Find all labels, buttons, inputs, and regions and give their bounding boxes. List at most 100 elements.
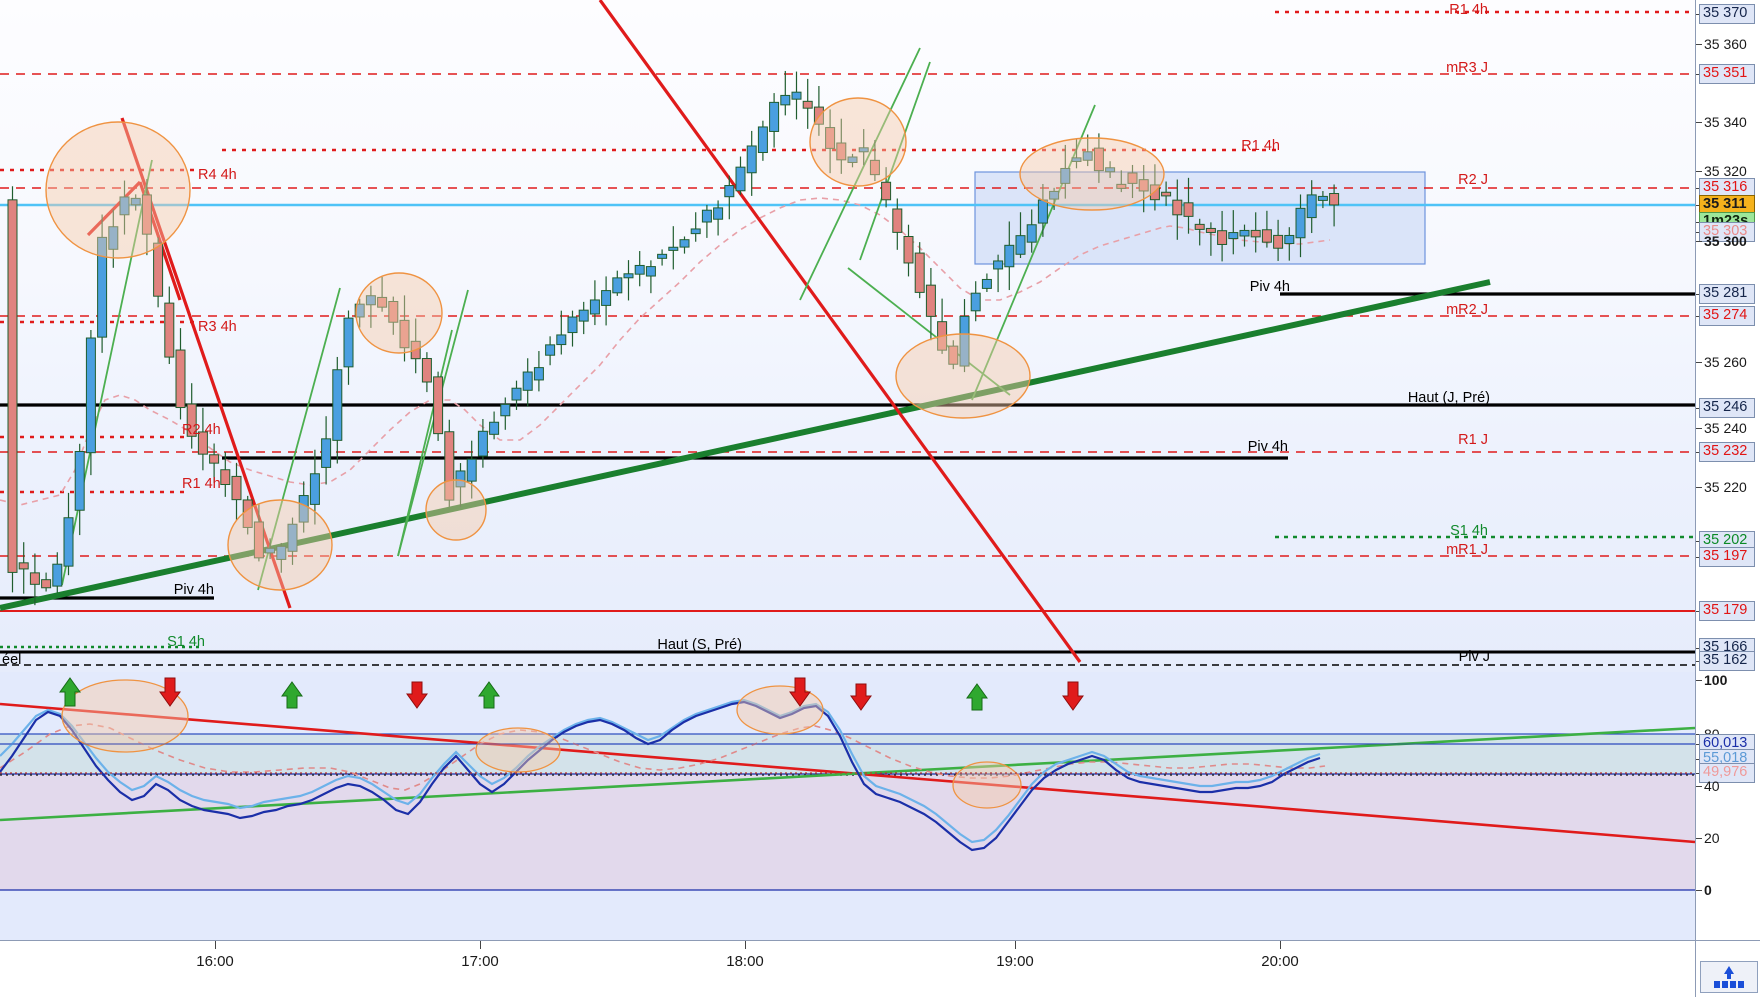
level-line-label[interactable]: Haut (S, Pré) [657,637,742,653]
candlestick [1239,229,1250,237]
candlestick [1049,190,1060,200]
price-axis-label[interactable]: 35 232 [1699,442,1755,462]
arrow-down-icon [1062,681,1084,711]
level-line-label[interactable]: éel [2,652,22,668]
level-line-label[interactable]: R4 4h [198,167,237,183]
price-axis-label[interactable]: 40 [1704,778,1720,794]
price-axis-label[interactable]: 35 303 [1699,222,1755,242]
rsi-indicator-panel[interactable] [0,672,1695,940]
level-line-label[interactable]: R3 4h [198,319,237,335]
candlestick [578,309,589,322]
price-axis-label[interactable]: 35 274 [1699,306,1755,326]
candlestick [1228,232,1239,240]
candlestick [231,475,242,501]
candlestick [164,302,175,358]
candlestick [220,469,231,486]
candlestick [1273,234,1284,249]
price-axis-label[interactable]: 0 [1704,882,1712,898]
axis-tick-mark [1696,680,1702,681]
candlestick [1306,194,1317,219]
time-tick-mark [1015,941,1016,949]
level-line-label[interactable]: S1 4h [1450,523,1488,539]
rsi-trendlines[interactable] [0,702,1695,844]
time-axis[interactable]: 16:00 17:00 18:00 19:00 20:00 [0,940,1695,997]
level-line-label[interactable]: mR1 J [1446,542,1488,558]
price-axis-label[interactable]: 35 300 [1704,233,1747,249]
price-axis-label[interactable]: 35 220 [1704,479,1747,495]
price-axis-label[interactable]: 20 [1704,830,1720,846]
level-line-label[interactable]: Piv 4h [1249,279,1290,295]
price-axis-label[interactable]: 35 360 [1704,36,1747,52]
candlestick [634,264,645,275]
time-axis-label[interactable]: 17:00 [461,953,499,970]
level-line-label[interactable]: R1 4h [1449,2,1488,18]
arrow-up-icon [478,681,500,709]
level-line-label[interactable]: R2 4h [182,422,221,438]
candlestick [1329,193,1340,206]
time-axis-label[interactable]: 18:00 [726,953,764,970]
price-axis-label[interactable]: 49,976 [1699,763,1755,783]
rsi-graphics [0,672,1695,940]
price-axis-label[interactable]: 35 340 [1704,114,1747,130]
candlestick [444,431,455,501]
price-axis-label[interactable]: 100 [1704,672,1728,688]
level-line-label[interactable]: R1 4h [182,476,221,492]
level-line-label[interactable]: Piv 4h [173,582,214,598]
level-line-label[interactable]: Haut (J, Pré) [1407,390,1490,406]
price-axis-label[interactable]: 35 240 [1704,420,1747,436]
candlestick [1284,234,1295,245]
time-axis-label[interactable]: 20:00 [1261,953,1299,970]
level-line-label[interactable]: R1 J [1458,432,1488,448]
price-axis-label[interactable]: 35 162 [1699,651,1755,671]
axis-tick-mark [1696,241,1702,242]
price-axis-label[interactable]: 35 351 [1699,64,1755,84]
level-line-label[interactable]: mR3 J [1446,60,1488,76]
candlestick [802,100,813,109]
candlestick [1261,229,1272,243]
price-axis-label[interactable]: 35 197 [1699,547,1755,567]
price-axis-label[interactable]: 35 202 [1699,531,1755,551]
axis-tick-mark [1696,487,1702,488]
price-axis[interactable]: 35 370 35 360 35 351 35 340 35 320 35 316 35 3… [1695,0,1760,940]
level-line-label[interactable]: mR2 J [1446,302,1488,318]
candlestick [1295,207,1306,239]
candlestick [377,296,388,308]
candlestick [1250,229,1261,238]
candlestick [265,547,276,554]
price-axis-label[interactable]: 35 179 [1699,601,1755,621]
candlestick [825,127,836,149]
level-line-label[interactable]: R2 J [1458,172,1488,188]
candlestick [1127,172,1138,184]
candlestick [343,317,354,368]
candlestick [466,458,477,482]
candlestick [130,197,141,206]
price-axis-label[interactable]: 35 320 [1704,163,1747,179]
candlestick [18,562,29,570]
candlestick [399,319,410,349]
time-axis-label[interactable]: 19:00 [996,953,1034,970]
time-axis-label[interactable]: 16:00 [196,953,234,970]
level-line-label[interactable]: Piv 4h [1247,439,1288,455]
candlestick [52,563,63,587]
level-line-label[interactable]: S1 4h [167,634,205,650]
level-line-label[interactable]: R1 4h [1241,138,1280,154]
upload-widget-icon[interactable] [1700,961,1758,993]
candlestick-series [7,70,1340,606]
candlestick [757,126,768,154]
level-line-label[interactable]: Piv J [1458,649,1490,665]
price-axis-label[interactable]: 35 246 [1699,398,1755,418]
time-tick-mark [215,941,216,949]
candlestick [556,334,567,346]
price-axis-label[interactable]: 35 281 [1699,284,1755,304]
time-tick-mark [1280,941,1281,949]
price-chart-panel[interactable]: R1 4h mR3 J R4 4h R1 4h R2 J R3 4h Piv 4h mR2 J… [0,0,1695,672]
arrow-down-icon [159,677,181,707]
candlestick [421,358,432,383]
candlestick [959,315,970,367]
candlestick [780,94,791,106]
price-axis-label[interactable]: 35 260 [1704,354,1747,370]
candlestick [354,303,365,318]
candlestick [253,521,264,559]
price-axis-label[interactable]: 35 370 [1699,4,1755,24]
